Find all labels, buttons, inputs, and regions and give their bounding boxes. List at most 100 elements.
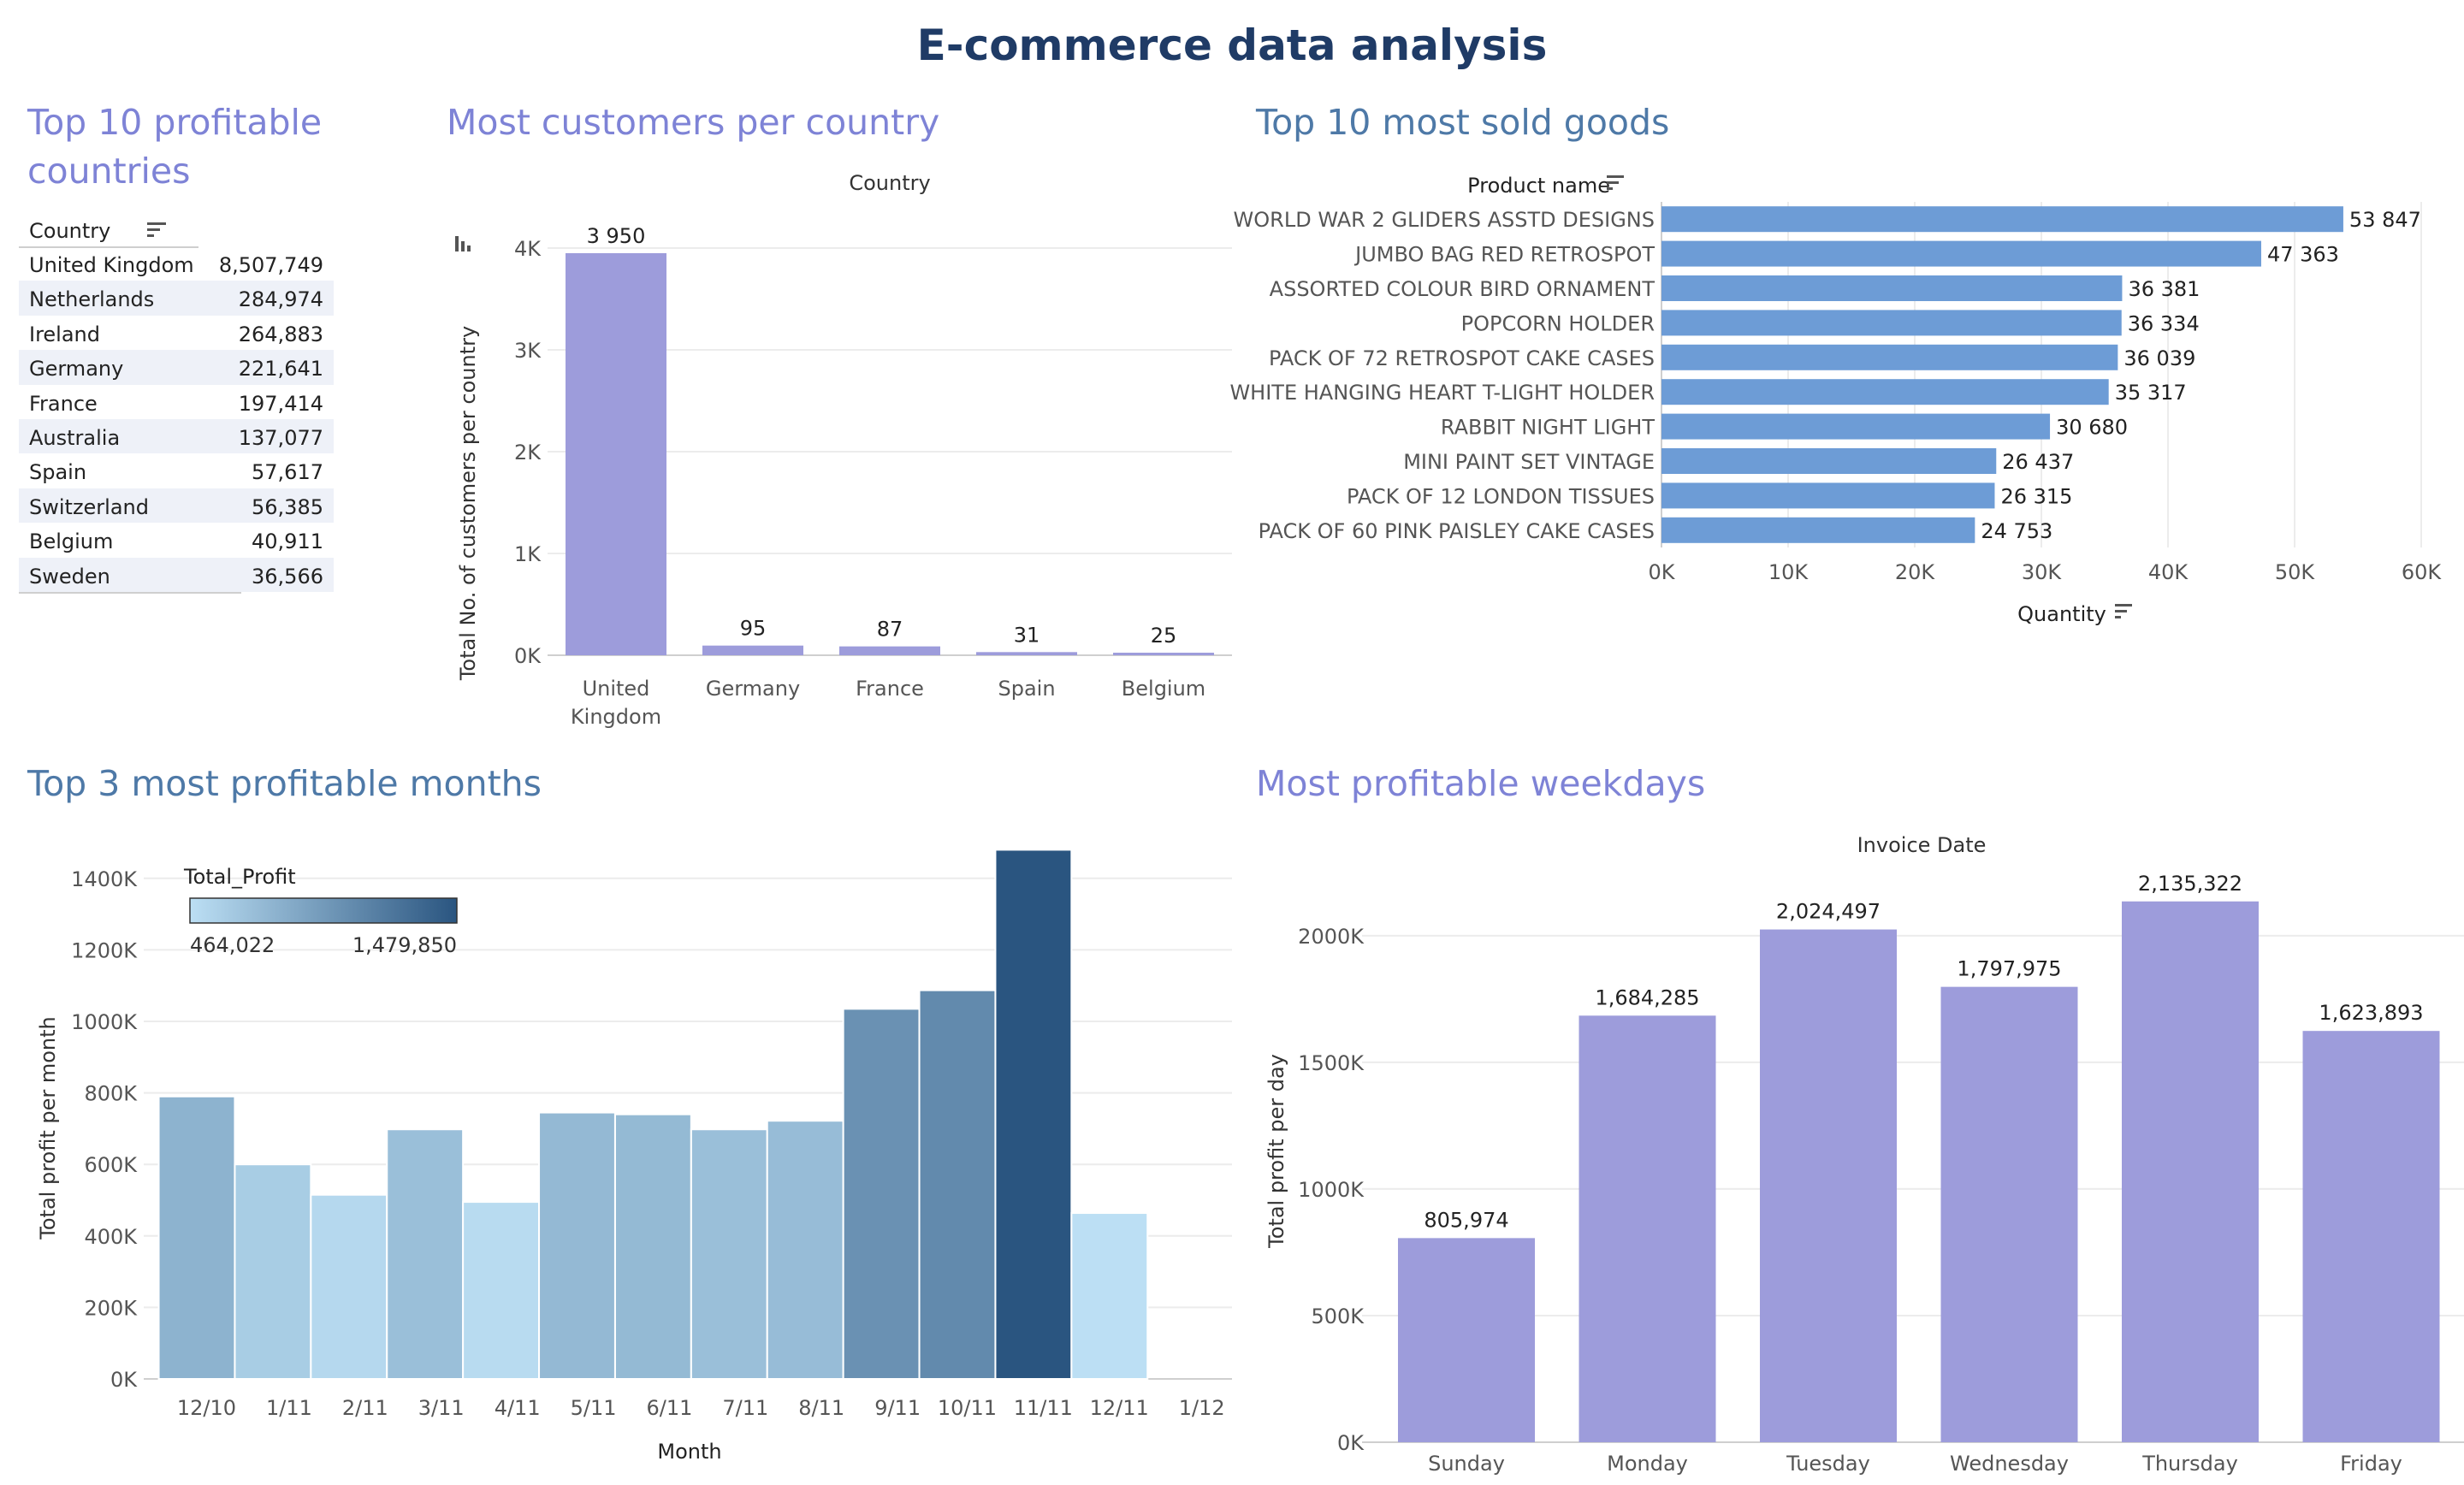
customers-chart-header: Country — [849, 171, 930, 195]
country-name: Germany — [29, 357, 124, 382]
profit-value: 40,911 — [252, 530, 323, 554]
y-tick-label: 500K — [1311, 1305, 1365, 1328]
bar — [976, 652, 1077, 655]
bar — [1661, 482, 1995, 509]
bar — [842, 1008, 921, 1380]
x-tick-label: 9/11 — [874, 1396, 921, 1420]
country-name: Switzerland — [29, 494, 149, 519]
legend-min: 464,022 — [190, 933, 275, 957]
bar — [2122, 901, 2259, 1442]
bar — [766, 1120, 844, 1380]
profit-value: 221,641 — [238, 357, 323, 382]
bar — [918, 989, 997, 1381]
sort-descending-icon[interactable] — [145, 221, 168, 240]
data-label: 35 317 — [2115, 381, 2187, 405]
y-tick-label: 0K — [514, 644, 542, 668]
x-tick-label: Kingdom — [571, 705, 661, 729]
profit-value: 8,507,749 — [218, 253, 323, 277]
data-label: 36 334 — [2128, 311, 2200, 335]
bar — [1760, 929, 1897, 1442]
bar — [157, 1095, 236, 1381]
x-tick-label: 30K — [2022, 560, 2063, 584]
y-tick-label: PACK OF 12 LONDON TISSUES — [1347, 484, 1655, 508]
x-tick-label: Tuesday — [1786, 1452, 1870, 1476]
profit-value: 137,077 — [238, 425, 323, 450]
bar — [234, 1163, 312, 1380]
data-label: 36 039 — [2123, 346, 2195, 370]
table-row: Belgium 40,911 — [19, 523, 334, 557]
x-axis-label: Quantity — [2017, 602, 2106, 626]
y-tick-label: RABBIT NIGHT LIGHT — [1441, 416, 1655, 440]
data-label: 805,974 — [1424, 1208, 1508, 1232]
y-axis-label: Total profit per day — [1265, 1054, 1288, 1249]
goods-section-title: Top 10 most sold goods — [1256, 102, 1670, 143]
bar — [2302, 1031, 2440, 1442]
y-tick-label: MINI PAINT SET VINTAGE — [1403, 450, 1655, 474]
bar — [310, 1193, 388, 1380]
y-axis-label: Total No. of customers per country — [456, 326, 480, 681]
y-tick-label: 3K — [514, 339, 542, 363]
y-tick-label: 600K — [84, 1153, 138, 1177]
table-row: Australia 137,077 — [19, 418, 334, 454]
x-tick-label: Thursday — [2141, 1452, 2238, 1476]
x-tick-label: Belgium — [1122, 677, 1205, 701]
bar — [1398, 1238, 1535, 1442]
country-name: Ireland — [29, 322, 101, 346]
x-tick-label: 6/11 — [646, 1396, 692, 1420]
bar — [702, 645, 803, 655]
countries-section-title: Top 10 profitable countries — [27, 102, 323, 192]
countries-table-header: Country — [19, 214, 334, 246]
sort-descending-icon[interactable] — [1607, 175, 1624, 190]
bar — [462, 1201, 541, 1380]
bar — [1578, 1015, 1716, 1442]
x-tick-label: 8/11 — [798, 1396, 844, 1420]
table-row: Germany 221,641 — [19, 350, 334, 385]
y-tick-label: 1000K — [1298, 1178, 1365, 1202]
x-tick-label: United — [583, 677, 650, 701]
bar — [1661, 275, 2123, 301]
x-tick-label: 12/10 — [177, 1396, 236, 1420]
x-axis-label: Month — [657, 1440, 721, 1464]
bar — [1661, 413, 2051, 440]
x-tick-label: Spain — [998, 677, 1055, 701]
x-tick-label: 1/12 — [1179, 1396, 1225, 1420]
y-tick-label: 1200K — [71, 938, 138, 962]
data-label: 31 — [1014, 623, 1040, 647]
dashboard-title: E-commerce data analysis — [916, 21, 1548, 70]
x-tick-label: Germany — [706, 677, 800, 701]
bar — [1940, 986, 2078, 1442]
data-label: 53 847 — [2349, 208, 2421, 232]
y-tick-label: 200K — [84, 1296, 138, 1320]
data-label: 2,024,497 — [1776, 900, 1881, 924]
legend-max: 1,479,850 — [352, 933, 457, 957]
legend-gradient — [189, 897, 458, 924]
sort-descending-icon[interactable] — [2115, 604, 2132, 618]
profit-value: 36,566 — [252, 564, 323, 589]
goods-chart-header: Product name — [1467, 174, 1610, 198]
country-name: France — [29, 391, 98, 416]
y-tick-label: WORLD WAR 2 GLIDERS ASSTD DESIGNS — [1234, 208, 1655, 232]
y-axis-label: Total profit per month — [36, 1016, 60, 1239]
table-row: France 197,414 — [19, 385, 334, 419]
x-tick-label: 4/11 — [495, 1396, 541, 1420]
legend-title: Total_Profit — [183, 865, 296, 889]
country-name: Sweden — [29, 564, 110, 589]
x-tick-label: 20K — [1895, 560, 1936, 584]
x-tick-label: France — [856, 677, 924, 701]
x-tick-label: Monday — [1607, 1452, 1688, 1476]
x-tick-label: Sunday — [1428, 1452, 1505, 1476]
bar — [1661, 517, 1975, 543]
y-tick-label: 800K — [84, 1082, 138, 1106]
x-tick-label: 50K — [2275, 560, 2316, 584]
data-label: 26 315 — [2000, 484, 2072, 508]
x-tick-label: 3/11 — [418, 1396, 465, 1420]
y-tick-label: PACK OF 72 RETROSPOT CAKE CASES — [1269, 346, 1655, 370]
data-label: 1,797,975 — [1957, 957, 2061, 981]
table-row: United Kingdom 8,507,749 — [19, 246, 334, 281]
country-column-header: Country — [29, 219, 111, 243]
data-label: 24 753 — [1981, 519, 2052, 543]
bar — [1661, 240, 2261, 267]
weekdays-chart-header: Invoice Date — [1857, 833, 1987, 857]
bar — [538, 1111, 616, 1380]
